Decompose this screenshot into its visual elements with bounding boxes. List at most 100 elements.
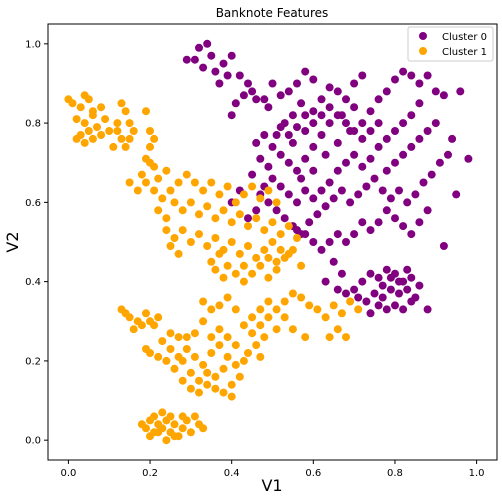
point-cluster-1-171 (235, 372, 244, 381)
point-cluster-0-8 (227, 51, 236, 60)
point-cluster-1-46 (182, 170, 191, 179)
point-cluster-0-0 (195, 43, 203, 52)
point-cluster-0-113 (407, 230, 416, 239)
point-cluster-1-94 (207, 257, 216, 266)
point-cluster-1-110 (272, 265, 281, 274)
point-cluster-0-116 (382, 206, 391, 215)
point-cluster-1-102 (272, 257, 281, 266)
point-cluster-0-156 (264, 162, 273, 171)
point-cluster-1-12 (84, 127, 93, 135)
point-cluster-0-1 (203, 39, 212, 48)
point-cluster-1-205 (178, 424, 187, 433)
point-cluster-1-167 (195, 388, 203, 397)
point-cluster-0-110 (464, 154, 473, 163)
point-cluster-0-12 (215, 79, 224, 88)
point-cluster-0-98 (362, 182, 371, 191)
point-cluster-0-147 (317, 111, 326, 120)
point-cluster-0-121 (342, 238, 350, 246)
point-cluster-0-7 (219, 59, 228, 68)
point-cluster-0-66 (415, 99, 424, 108)
point-cluster-0-77 (325, 178, 334, 187)
point-cluster-1-35 (154, 174, 163, 183)
point-cluster-0-160 (244, 214, 252, 223)
point-cluster-1-61 (195, 210, 203, 219)
point-cluster-0-83 (276, 182, 285, 191)
point-cluster-1-144 (207, 333, 216, 342)
point-cluster-1-105 (297, 261, 306, 270)
point-cluster-1-50 (215, 190, 224, 199)
point-cluster-1-190 (199, 297, 208, 306)
point-cluster-0-118 (366, 226, 375, 235)
point-cluster-0-25 (309, 75, 318, 84)
point-cluster-1-73 (293, 234, 301, 242)
point-cluster-0-76 (333, 166, 342, 175)
point-cluster-1-188 (178, 356, 187, 365)
point-cluster-0-114 (399, 222, 408, 231)
point-cluster-0-144 (342, 119, 350, 128)
point-cluster-0-130 (321, 277, 330, 286)
point-cluster-1-111 (264, 297, 273, 306)
point-cluster-1-211 (146, 432, 154, 441)
point-cluster-1-194 (231, 305, 240, 314)
point-cluster-1-217 (158, 408, 167, 417)
point-cluster-1-51 (223, 182, 232, 191)
point-cluster-0-170 (415, 281, 424, 290)
point-cluster-0-173 (370, 289, 379, 298)
point-cluster-1-115 (248, 329, 257, 338)
point-cluster-1-191 (207, 305, 216, 314)
point-cluster-1-9 (97, 103, 106, 112)
point-cluster-0-134 (423, 127, 432, 135)
point-cluster-0-64 (439, 91, 448, 100)
point-cluster-1-48 (199, 186, 208, 195)
point-cluster-1-18 (105, 127, 114, 135)
point-cluster-1-4 (84, 95, 93, 104)
point-cluster-1-38 (137, 170, 146, 179)
point-cluster-1-126 (337, 309, 346, 318)
point-cluster-1-164 (186, 368, 195, 377)
point-cluster-0-125 (309, 238, 318, 246)
point-cluster-0-107 (435, 158, 444, 167)
point-cluster-0-6 (211, 67, 220, 76)
point-cluster-1-108 (239, 277, 248, 286)
point-cluster-1-149 (166, 329, 175, 338)
point-cluster-1-27 (109, 142, 118, 151)
point-cluster-0-154 (252, 138, 261, 147)
point-cluster-0-41 (350, 103, 359, 112)
point-cluster-0-183 (399, 305, 408, 314)
point-cluster-1-64 (219, 206, 228, 215)
point-cluster-0-180 (382, 305, 391, 314)
point-cluster-1-39 (125, 178, 134, 187)
point-cluster-0-23 (293, 79, 301, 88)
point-cluster-1-22 (125, 119, 134, 128)
point-cluster-0-169 (407, 273, 416, 282)
point-cluster-1-53 (239, 190, 248, 199)
point-cluster-0-10 (244, 79, 252, 88)
point-cluster-1-187 (170, 364, 179, 373)
point-cluster-1-32 (146, 142, 154, 151)
point-cluster-1-146 (190, 329, 199, 338)
point-cluster-0-59 (399, 67, 408, 76)
point-cluster-0-38 (342, 95, 350, 104)
point-cluster-1-107 (219, 273, 228, 282)
y-tick-label-0.0: 0.0 (25, 436, 41, 447)
point-cluster-1-99 (248, 269, 257, 278)
point-cluster-1-182 (129, 325, 138, 334)
point-cluster-1-25 (125, 134, 134, 143)
point-cluster-0-104 (411, 190, 420, 199)
point-cluster-0-71 (374, 142, 383, 151)
point-cluster-0-61 (415, 79, 424, 88)
point-cluster-1-173 (211, 384, 220, 393)
point-cluster-1-186 (162, 356, 171, 365)
point-cluster-0-52 (333, 138, 342, 147)
point-cluster-1-125 (329, 301, 338, 310)
point-cluster-1-80 (195, 230, 203, 239)
point-cluster-0-181 (374, 301, 383, 310)
point-cluster-0-103 (403, 198, 412, 207)
point-cluster-1-128 (354, 305, 363, 314)
point-cluster-0-131 (439, 242, 448, 250)
point-cluster-1-85 (235, 249, 244, 258)
point-cluster-1-154 (190, 352, 199, 361)
point-cluster-1-165 (178, 376, 187, 385)
point-cluster-1-21 (121, 107, 130, 116)
point-cluster-1-142 (223, 333, 232, 342)
